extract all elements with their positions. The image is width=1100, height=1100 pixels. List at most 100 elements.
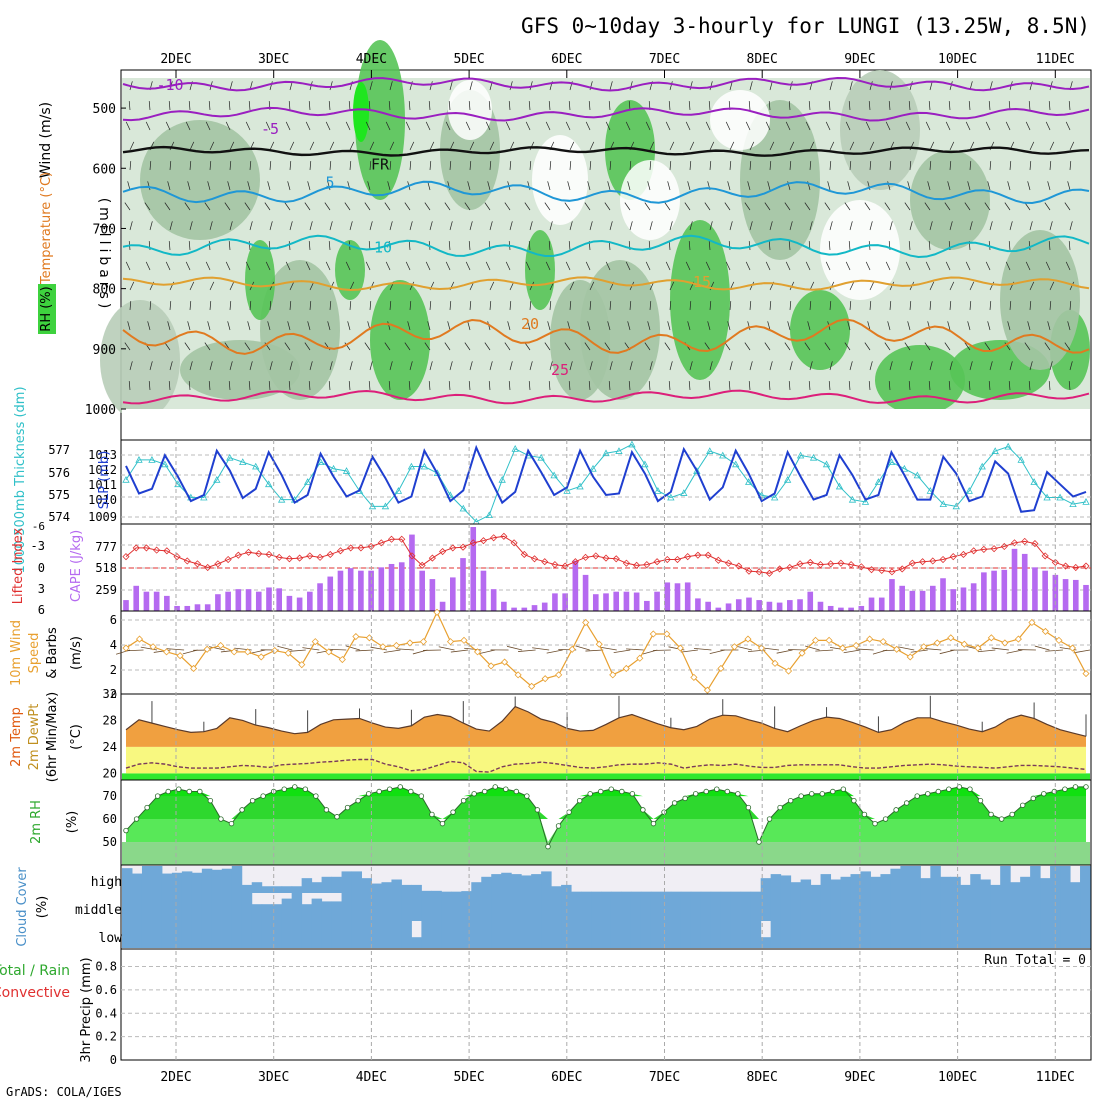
wind-barb (709, 361, 713, 371)
wind-barb (325, 121, 331, 131)
thickness-point (1043, 493, 1051, 501)
wind-barb (345, 121, 351, 131)
thickness-point (511, 445, 519, 452)
wind-barb (189, 141, 195, 151)
wind-barb (789, 141, 795, 151)
wind-barb (328, 241, 331, 251)
wind-barb (469, 161, 472, 171)
wind-barb (969, 361, 973, 371)
cloud-bar (301, 878, 313, 893)
wind-barb (729, 141, 735, 151)
wind10m-speed-line (122, 608, 1090, 694)
wind-barb (1045, 121, 1051, 131)
wind10-point (595, 640, 603, 648)
precip-panel: 0.80.60.40.20 Run Total = 0 Total / Rain… (0, 948, 1092, 1067)
wind-barb (409, 161, 412, 171)
wind-barb (805, 261, 811, 271)
wind-barb (524, 342, 531, 351)
cape-bar (807, 591, 814, 611)
cloud-bar (720, 893, 732, 921)
wind-barb (689, 361, 693, 371)
wind-tick-label: 4 (110, 638, 117, 652)
cloud-bar (591, 921, 602, 948)
cape-bar (429, 579, 436, 611)
wind-barb (508, 381, 511, 391)
wind-barb (725, 261, 731, 271)
wind-barb (408, 101, 411, 111)
wind10-point (244, 648, 252, 656)
wind-barb (744, 202, 751, 211)
wind10-point (784, 667, 793, 675)
rh-point (608, 786, 614, 792)
rh-point (355, 797, 361, 804)
cloud-bar (910, 893, 921, 921)
cloud-bar (970, 874, 981, 893)
wind10-barb (815, 649, 834, 652)
cloud-bar (760, 893, 772, 921)
li-point (316, 553, 324, 561)
wind-barb (164, 342, 171, 351)
date-label-top: 4DEC (356, 52, 387, 67)
wind-barb (609, 81, 613, 91)
date-label-top: 7DEC (649, 52, 680, 67)
wind-barb (869, 161, 872, 171)
wind10-point (230, 648, 238, 656)
cloud-bar (381, 921, 392, 948)
cloud-bar (1070, 893, 1081, 921)
wind-barb (865, 261, 871, 271)
cloud-bar (900, 921, 911, 948)
wind-barb (929, 81, 933, 91)
cloud-bar (541, 871, 552, 893)
wind-barb (747, 181, 751, 191)
li-point (377, 539, 385, 547)
cloud-bar (730, 893, 742, 921)
cloud-bar (690, 921, 702, 948)
wind10-point (839, 644, 847, 652)
cloud-bar (361, 893, 372, 921)
wind-barb (129, 301, 132, 311)
cloud-bar (960, 921, 971, 948)
li-point (970, 547, 978, 555)
cloud-bar (351, 893, 363, 921)
cloud-bar (291, 893, 303, 921)
wind-barb (509, 361, 513, 371)
wind-barb (229, 161, 232, 171)
wind-barb (307, 321, 311, 331)
thickness-point (342, 467, 351, 474)
slp-line (125, 444, 1087, 513)
rh-blob (670, 220, 730, 380)
wind-barb (689, 301, 692, 311)
wind-barb (368, 381, 371, 391)
wind-barb (445, 121, 451, 131)
cape-bar (889, 579, 895, 611)
wind-barb (447, 321, 451, 331)
cloud-bar (800, 921, 812, 948)
wind-barb (284, 202, 291, 211)
li-point (500, 532, 508, 540)
wind-barb (908, 241, 911, 251)
wind-barb (244, 342, 251, 351)
wind-barb (887, 181, 891, 191)
wind-barb (324, 202, 331, 211)
wind-barb (769, 161, 772, 171)
cloud-panel: Cloud Cover (%) high middle low (15, 864, 1092, 950)
wind-barb (789, 221, 793, 231)
wind10-barb (328, 648, 347, 651)
wind-barb (689, 81, 693, 91)
rh-point (576, 797, 583, 804)
wind-barb (168, 241, 171, 251)
rh-point (260, 793, 266, 799)
wind10-point (555, 671, 563, 679)
wind-barb (529, 161, 532, 171)
cape-bar (143, 591, 150, 611)
rh-blob (550, 280, 610, 400)
wind-barb (125, 261, 131, 271)
wind10-point (636, 654, 644, 662)
cloud-bar (1020, 921, 1031, 948)
wind-barb (289, 281, 295, 291)
wind-barb (845, 261, 851, 271)
wind-barb (745, 121, 751, 131)
cloud-bar (930, 921, 941, 948)
thickness-point (316, 458, 325, 466)
